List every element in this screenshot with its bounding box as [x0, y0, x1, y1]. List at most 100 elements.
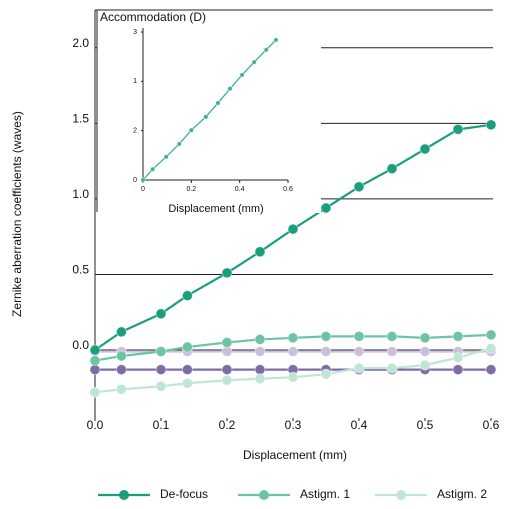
data-point — [140, 177, 146, 183]
data-point — [155, 346, 167, 357]
data-point — [254, 246, 266, 258]
x-tick-label: 0.6 — [483, 418, 500, 432]
data-point — [181, 290, 193, 302]
y-tick-label: 0.0 — [72, 338, 89, 352]
data-point — [386, 330, 398, 342]
inset-background — [97, 11, 321, 213]
data-point — [163, 154, 169, 160]
legend-item: De-focus — [98, 487, 208, 501]
x-axis-label: Displacement (mm) — [243, 448, 347, 462]
x-tick-label: 0.2 — [219, 418, 236, 432]
data-point — [116, 383, 127, 395]
y-tick-label: 3 — [133, 29, 137, 36]
data-point — [89, 386, 101, 398]
series — [89, 119, 497, 356]
legend-marker — [119, 490, 129, 500]
data-point — [116, 364, 127, 376]
data-point — [254, 334, 266, 345]
y-tick-label: 2.0 — [72, 36, 89, 50]
data-point — [452, 364, 464, 376]
data-point — [263, 47, 269, 53]
data-point — [181, 377, 193, 389]
data-point — [320, 346, 332, 357]
data-point — [452, 123, 464, 135]
x-tick-label: 0.0 — [87, 418, 104, 432]
data-point — [419, 332, 431, 344]
x-tick-label: 0.5 — [417, 418, 434, 432]
data-point — [353, 181, 365, 193]
data-point — [287, 346, 299, 357]
data-point — [221, 346, 233, 357]
data-point — [353, 330, 365, 342]
data-point — [287, 332, 299, 344]
data-point — [254, 346, 266, 357]
data-point — [155, 364, 167, 376]
data-point — [176, 141, 182, 147]
data-point — [485, 119, 497, 131]
legend-item: Astigm. 1 — [238, 487, 350, 501]
series — [89, 329, 497, 366]
x-tick-label: 0 — [141, 186, 145, 193]
data-point — [386, 362, 398, 374]
data-point — [89, 364, 101, 376]
data-point — [89, 355, 101, 366]
data-point — [386, 346, 398, 357]
data-point — [485, 364, 497, 376]
x-tick-label: 0.4 — [235, 186, 245, 193]
data-point — [254, 364, 266, 376]
data-point — [353, 362, 365, 374]
data-point — [221, 337, 233, 348]
data-point — [386, 163, 398, 175]
legend-label: De-focus — [160, 487, 208, 501]
x-tick-label: 0.2 — [186, 186, 196, 193]
data-point — [353, 346, 365, 357]
legend-label: Astigm. 2 — [437, 487, 487, 501]
data-point — [221, 374, 233, 386]
data-point — [273, 37, 279, 43]
data-point — [239, 72, 245, 78]
data-point — [215, 100, 221, 106]
data-point — [188, 127, 194, 133]
data-point — [419, 143, 431, 155]
data-point — [320, 202, 332, 214]
data-point — [89, 344, 101, 356]
y-tick-label: 1.0 — [72, 187, 89, 201]
legend-marker — [396, 490, 406, 500]
data-point — [227, 86, 233, 92]
x-tick-label: 0.3 — [285, 418, 302, 432]
data-point — [251, 59, 257, 65]
series — [89, 343, 497, 398]
data-point — [181, 341, 193, 353]
y-tick-label: 1.5 — [72, 112, 89, 126]
y-tick-label: 1 — [133, 78, 137, 85]
data-point — [287, 223, 299, 235]
x-tick-label: 0.6 — [283, 186, 293, 193]
x-axis-label: Displacement (mm) — [168, 203, 263, 215]
data-point — [452, 352, 464, 363]
data-point — [485, 329, 497, 341]
legend-label: Astigm. 1 — [300, 487, 350, 501]
data-point — [221, 364, 233, 376]
legend-marker — [259, 490, 269, 500]
x-tick-label: 0.4 — [351, 418, 368, 432]
data-point — [181, 364, 193, 376]
data-point — [485, 343, 497, 354]
data-point — [116, 350, 127, 362]
legend-item: Astigm. 2 — [375, 487, 487, 501]
data-point — [155, 308, 167, 320]
y-tick-label: 0 — [133, 177, 137, 184]
series-line — [142, 39, 277, 181]
data-point — [419, 346, 431, 357]
x-tick-label: 0.1 — [153, 418, 170, 432]
data-point — [452, 330, 464, 342]
data-point — [419, 359, 431, 371]
data-point — [287, 371, 299, 383]
y-axis-label: Zernike aberration coefficients (waves) — [10, 111, 24, 317]
data-point — [150, 166, 156, 172]
data-point — [155, 380, 167, 392]
data-point — [221, 267, 233, 279]
y-tick-label: 0.5 — [72, 263, 89, 277]
data-point — [203, 114, 209, 120]
y-tick-label: 2 — [133, 128, 137, 135]
